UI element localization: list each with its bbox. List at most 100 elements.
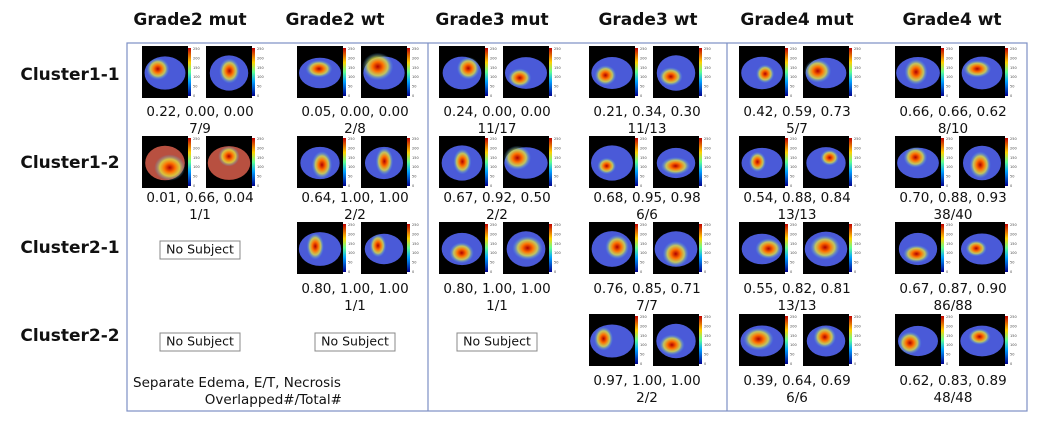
brain-image: 250 200 150 100 50 0 [142, 136, 200, 188]
colorbar-tick: 250 [946, 315, 953, 319]
colorbar-tick: 250 [490, 223, 497, 227]
brain-image: 250 200 150 100 50 0 [439, 46, 497, 98]
colorbar [549, 224, 552, 272]
colorbar-tick: 0 [348, 270, 350, 274]
brain-image: 250 200 150 100 50 0 [589, 222, 647, 274]
colorbar-tick: 200 [554, 56, 561, 60]
colorbar-tick: 100 [1010, 75, 1017, 79]
fraction: 7/7 [636, 298, 658, 314]
heatmap [154, 154, 186, 181]
colorbar-tick: 50 [1010, 261, 1014, 265]
colorbar-tick: 50 [704, 175, 708, 179]
colorbar-tick: 150 [790, 242, 797, 246]
colorbar [785, 48, 788, 96]
colorbar-tick: 250 [640, 315, 647, 319]
colorbar [343, 224, 346, 272]
fraction: 13/13 [778, 298, 817, 314]
legend-line: Separate Edema, E/T, Necrosis [133, 375, 341, 391]
colorbar-tick: 0 [1010, 184, 1012, 188]
fraction: 48/48 [934, 390, 973, 406]
fraction: 1/1 [189, 207, 211, 223]
colorbar-tick: 250 [193, 137, 200, 141]
row-label: Cluster2-1 [20, 238, 119, 258]
colorbar-tick: 250 [854, 223, 861, 227]
colorbar-tick: 150 [946, 66, 953, 70]
colorbar-tick: 100 [412, 165, 419, 169]
scores: 0.62, 0.83, 0.89 [899, 373, 1006, 389]
colorbar-tick: 200 [1010, 56, 1017, 60]
colorbar-tick: 50 [490, 175, 494, 179]
scores: 0.68, 0.95, 0.98 [593, 190, 700, 206]
colorbar-tick: 200 [704, 56, 711, 60]
colorbar [849, 316, 852, 364]
colorbar [699, 316, 702, 364]
colorbar [188, 138, 191, 186]
colorbar-tick: 50 [854, 353, 858, 357]
colorbar-tick: 150 [554, 156, 561, 160]
scores: 0.64, 1.00, 1.00 [301, 190, 408, 206]
colorbar-tick: 250 [1010, 315, 1017, 319]
colorbar-tick: 100 [490, 165, 497, 169]
colorbar-tick: 200 [640, 56, 647, 60]
colorbar-tick: 0 [790, 94, 792, 98]
colorbar-tick: 250 [790, 223, 797, 227]
colorbar [699, 224, 702, 272]
colorbar [849, 138, 852, 186]
colorbar-tick: 200 [193, 56, 200, 60]
brain-image: 250 200 150 100 50 0 [361, 222, 419, 274]
colorbar [635, 138, 638, 186]
colorbar [941, 224, 944, 272]
colorbar-tick: 0 [640, 94, 642, 98]
scores: 0.66, 0.66, 0.62 [899, 104, 1006, 120]
colorbar-tick: 50 [348, 261, 352, 265]
colorbar-tick: 150 [854, 334, 861, 338]
row-label: Cluster2-2 [20, 326, 119, 346]
colorbar-tick: 250 [946, 137, 953, 141]
scores: 0.97, 1.00, 1.00 [593, 373, 700, 389]
colorbar-tick: 50 [490, 261, 494, 265]
colorbar [635, 316, 638, 364]
colorbar-tick: 0 [412, 184, 414, 188]
brain-image: 250 200 150 100 50 0 [803, 136, 861, 188]
colorbar-tick: 250 [554, 47, 561, 51]
colorbar [1005, 138, 1008, 186]
colorbar-tick: 250 [1010, 223, 1017, 227]
colorbar-tick: 150 [490, 156, 497, 160]
colorbar-tick: 50 [554, 261, 558, 265]
colorbar-tick: 200 [854, 232, 861, 236]
colorbar-tick: 250 [348, 47, 355, 51]
scores: 0.80, 1.00, 1.00 [443, 281, 550, 297]
colorbar-tick: 250 [946, 47, 953, 51]
colorbar-tick: 200 [257, 146, 264, 150]
heatmap [503, 145, 532, 171]
colorbar-tick: 0 [412, 270, 414, 274]
colorbar-tick: 250 [854, 137, 861, 141]
colorbar-tick: 200 [1010, 146, 1017, 150]
colorbar-tick: 100 [490, 75, 497, 79]
colorbar-tick: 150 [1010, 334, 1017, 338]
colorbar-tick: 100 [490, 251, 497, 255]
fraction: 11/17 [478, 121, 517, 137]
brain-image: 250 200 150 100 50 0 [297, 46, 355, 98]
colorbar-tick: 100 [946, 343, 953, 347]
colorbar-tick: 0 [640, 270, 642, 274]
colorbar [343, 48, 346, 96]
colorbar [188, 48, 191, 96]
colorbar-tick: 200 [790, 232, 797, 236]
brain-image: 250 200 150 100 50 0 [959, 314, 1017, 366]
colorbar-tick: 100 [554, 165, 561, 169]
brain-image: 250 200 150 100 50 0 [803, 314, 861, 366]
colorbar-tick: 50 [1010, 353, 1014, 357]
colorbar-tick: 100 [554, 251, 561, 255]
brain-image: 250 200 150 100 50 0 [297, 136, 355, 188]
no-subject-box [159, 332, 241, 352]
colorbar-tick: 100 [640, 165, 647, 169]
colorbar-tick: 100 [790, 251, 797, 255]
colorbar-tick: 250 [1010, 137, 1017, 141]
colorbar [485, 48, 488, 96]
colorbar [485, 224, 488, 272]
colorbar-tick: 50 [348, 85, 352, 89]
heatmap [903, 244, 930, 263]
colorbar-tick: 250 [490, 137, 497, 141]
colorbar-tick: 150 [640, 156, 647, 160]
